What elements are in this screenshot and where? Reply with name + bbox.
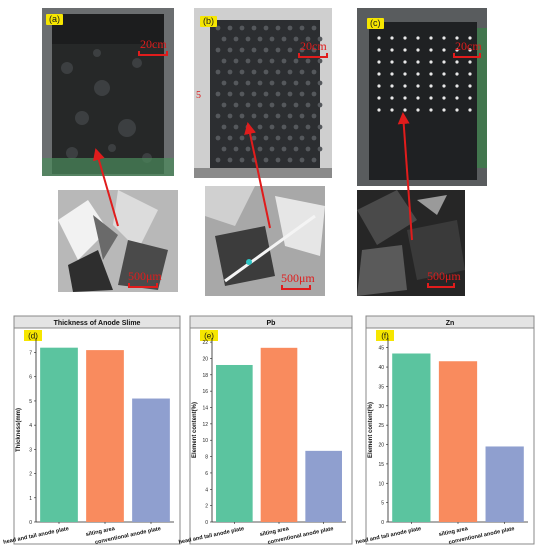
y-tick-label: 22 <box>202 340 208 346</box>
chart-title: Zn <box>446 320 455 327</box>
y-tick-label: 0 <box>381 520 384 526</box>
y-axis-label: Element content(%) <box>368 402 374 458</box>
micro-scale-label-b: 500μm <box>281 271 315 285</box>
panel-tag-a: (a) <box>46 14 63 25</box>
y-tick-label: 5 <box>29 399 32 405</box>
chart-pb: Pb (e) 0 2 4 6 8 10 12 14 16 18 20 22 Element content(… <box>178 315 353 546</box>
anode-plate-photo-a <box>42 8 174 176</box>
bar-3 <box>305 450 342 522</box>
micro-scale-bar-c <box>427 283 455 288</box>
y-tick-label: 15 <box>378 462 384 468</box>
y-tick-label: 2 <box>205 504 208 510</box>
svg-text:(f): (f) <box>381 332 389 341</box>
y-axis-label: Thickness(mm) <box>16 408 22 452</box>
micrograph-panel-c: 500μm <box>357 190 465 296</box>
y-tick-label: 30 <box>378 404 384 410</box>
anode-plate-photo-b <box>194 8 332 178</box>
y-tick-label: 45 <box>378 346 384 352</box>
y-tick-label: 4 <box>205 487 208 493</box>
micro-scale-bar-a <box>128 283 158 288</box>
chart-title-bar <box>13 315 181 329</box>
photo-panel-b: (b) 20cm 5 <box>194 8 332 178</box>
svg-text:(e): (e) <box>204 332 214 341</box>
chart-thickness: Thickness of Anode Slime (d) 0 1 2 3 4 5 6 7 Thick… <box>3 315 181 546</box>
micro-scale-label-a: 500μm <box>128 269 162 283</box>
scale-label-b: 20cm <box>300 39 327 53</box>
micro-scale-label-c: 500μm <box>427 269 461 283</box>
micrograph-a <box>58 190 178 292</box>
chart-title-bar <box>189 315 353 329</box>
y-tick-label: 14 <box>202 406 208 412</box>
y-tick-label: 5 <box>381 501 384 507</box>
connector-arrows <box>93 112 413 241</box>
y-tick-label: 0 <box>29 520 32 526</box>
chart-panel-tag: (f) <box>376 330 394 341</box>
y-tick-label: 18 <box>202 373 208 379</box>
side-mark: 5 <box>196 90 201 101</box>
chart-zn: Zn (f) 0 5 10 15 20 25 30 35 40 45 Element content(%… <box>355 315 535 546</box>
y-axis-label: Element content(%) <box>192 402 198 458</box>
bar-1 <box>216 364 253 522</box>
y-tick-label: 40 <box>378 365 384 371</box>
y-tick-label: 3 <box>29 447 32 453</box>
panel-tag-c: (c) <box>367 18 384 29</box>
scale-bar-a <box>138 51 168 56</box>
photo-panel-a: (a) 20cm <box>42 8 174 176</box>
bar-1 <box>40 347 78 522</box>
y-tick-label: 25 <box>378 423 384 429</box>
photo-panel-c: (c) 20cm <box>357 8 487 186</box>
y-tick-label: 20 <box>202 356 208 362</box>
y-tick-label: 10 <box>378 481 384 487</box>
bar-3 <box>485 446 524 522</box>
chart-panel-tag: (d) <box>24 330 42 341</box>
y-tick-label: 8 <box>205 455 208 461</box>
bar-2 <box>260 347 298 522</box>
y-tick-label: 0 <box>205 520 208 526</box>
bar-3 <box>132 398 170 522</box>
bar-2 <box>438 361 478 522</box>
y-tick-label: 7 <box>29 351 32 357</box>
y-tick-label: 6 <box>29 375 32 381</box>
y-tick-label: 35 <box>378 384 384 390</box>
scale-label-c: 20cm <box>455 39 482 53</box>
arrow-a <box>93 148 119 227</box>
scale-label-a: 20cm <box>140 37 167 51</box>
micro-scale-bar-b <box>281 285 311 290</box>
y-tick-label: 2 <box>29 472 32 478</box>
y-tick-label: 10 <box>202 438 208 444</box>
micrograph-c <box>357 190 465 296</box>
chart-title: Thickness of Anode Slime <box>54 320 141 327</box>
scale-bar-c <box>453 53 481 58</box>
y-tick-label: 16 <box>202 389 208 395</box>
panel-tag-b: (b) <box>200 16 217 27</box>
chart-title: Pb <box>267 320 276 327</box>
micrograph-panel-a: 500μm <box>58 190 178 292</box>
bar-1 <box>392 353 431 522</box>
arrow-c <box>397 112 413 241</box>
chart-title-bar <box>365 315 535 329</box>
svg-text:(d): (d) <box>28 332 38 341</box>
anode-plate-photo-c <box>357 8 487 186</box>
bar-2 <box>86 350 124 522</box>
chart-panel-tag: (e) <box>200 330 218 341</box>
arrow-b <box>244 122 271 229</box>
y-tick-label: 4 <box>29 423 32 429</box>
y-tick-label: 6 <box>205 471 208 477</box>
y-tick-label: 1 <box>29 496 32 502</box>
y-tick-label: 20 <box>378 443 384 449</box>
scale-bar-b <box>298 53 328 58</box>
y-tick-label: 12 <box>202 422 208 428</box>
